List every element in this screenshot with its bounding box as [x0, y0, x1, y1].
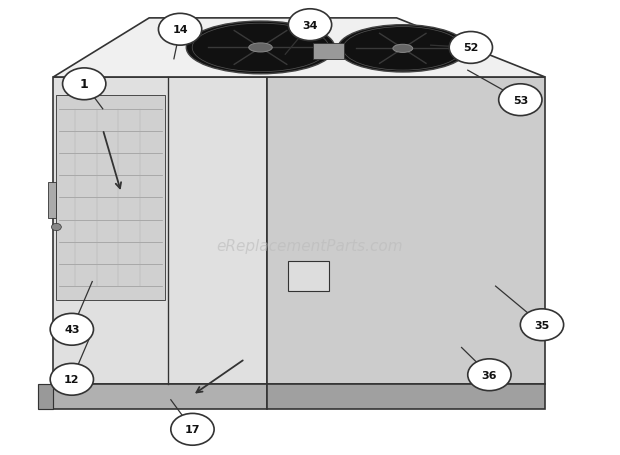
- Text: 1: 1: [80, 78, 89, 91]
- Text: 43: 43: [64, 324, 79, 334]
- Ellipse shape: [186, 22, 335, 75]
- Circle shape: [449, 32, 492, 64]
- Circle shape: [498, 85, 542, 116]
- Polygon shape: [53, 19, 545, 78]
- Text: 52: 52: [463, 43, 479, 53]
- Text: eReplacementParts.com: eReplacementParts.com: [216, 238, 404, 253]
- Bar: [48, 182, 56, 218]
- Circle shape: [288, 10, 332, 41]
- Circle shape: [159, 14, 202, 46]
- Circle shape: [50, 364, 94, 395]
- Circle shape: [63, 69, 106, 101]
- Polygon shape: [267, 384, 545, 409]
- Polygon shape: [53, 78, 267, 384]
- Ellipse shape: [338, 25, 467, 73]
- Circle shape: [520, 309, 564, 341]
- Bar: [288, 262, 329, 291]
- Circle shape: [171, 414, 214, 445]
- Ellipse shape: [393, 45, 413, 53]
- Circle shape: [467, 359, 511, 391]
- Text: 17: 17: [185, 425, 200, 435]
- Circle shape: [50, 313, 94, 345]
- Ellipse shape: [249, 44, 272, 53]
- Text: 35: 35: [534, 320, 549, 330]
- Polygon shape: [38, 384, 53, 409]
- Polygon shape: [53, 384, 267, 409]
- Bar: [313, 44, 344, 60]
- Text: 14: 14: [172, 25, 188, 35]
- Text: 34: 34: [303, 20, 317, 30]
- Text: 36: 36: [482, 370, 497, 380]
- Circle shape: [51, 224, 61, 231]
- Text: 12: 12: [64, 374, 79, 384]
- Text: 53: 53: [513, 96, 528, 106]
- Polygon shape: [267, 78, 545, 384]
- Bar: [56, 96, 165, 300]
